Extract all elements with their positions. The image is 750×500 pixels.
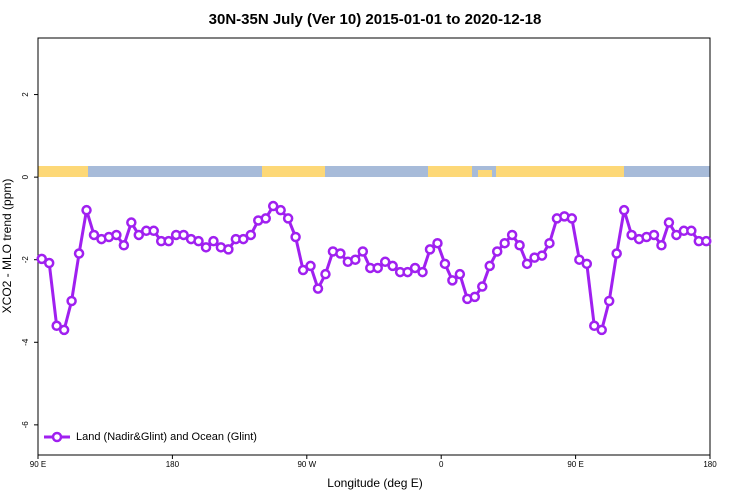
data-point xyxy=(469,291,481,303)
data-point xyxy=(477,281,488,292)
x-tick-label: 90 E xyxy=(30,460,46,469)
data-point xyxy=(312,283,324,294)
land-band xyxy=(38,166,88,177)
data-point xyxy=(506,229,518,241)
data-point xyxy=(387,260,398,272)
data-point xyxy=(603,295,615,307)
x-tick-label: 0 xyxy=(439,460,444,469)
x-tick-label: 90 W xyxy=(297,460,316,469)
data-point xyxy=(200,242,212,253)
data-point xyxy=(305,260,316,272)
data-point xyxy=(193,235,204,247)
data-point xyxy=(290,231,301,243)
y-tick-label: -6 xyxy=(21,421,30,429)
legend-label: Land (Nadir&Glint) and Ocean (Glint) xyxy=(76,431,257,443)
y-axis-label: XCO2 - MLO trend (ppm) xyxy=(0,179,14,314)
data-point xyxy=(521,258,533,270)
data-point xyxy=(297,264,309,276)
data-point xyxy=(596,324,607,336)
y-tick-label: -4 xyxy=(21,338,30,346)
data-point xyxy=(275,204,286,216)
data-point xyxy=(88,229,100,241)
chart-title: 30N-35N July (Ver 10) 2015-01-01 to 2020… xyxy=(209,11,542,28)
land-band xyxy=(262,166,325,177)
data-point xyxy=(282,213,294,224)
data-point xyxy=(208,235,219,247)
plot-frame xyxy=(37,37,711,456)
data-point xyxy=(701,235,712,247)
data-point xyxy=(357,246,369,257)
data-point xyxy=(36,253,47,265)
data-point xyxy=(350,254,361,265)
data-point xyxy=(223,244,234,255)
x-tick-label: 90 E xyxy=(567,460,583,469)
data-point xyxy=(454,268,466,280)
data-point xyxy=(238,233,249,245)
data-point xyxy=(402,266,413,278)
data-point xyxy=(267,200,279,212)
data-point xyxy=(671,229,682,241)
x-axis-label: Longitude (deg E) xyxy=(327,476,422,490)
land-band xyxy=(496,166,624,177)
data-point xyxy=(66,295,77,307)
data-point xyxy=(536,250,548,261)
y-tick-label: -2 xyxy=(21,256,30,264)
data-point xyxy=(51,320,62,332)
data-point xyxy=(178,229,189,241)
data-point xyxy=(618,204,630,216)
data-point xyxy=(648,229,660,241)
data-point xyxy=(118,240,130,251)
data-point xyxy=(663,217,675,228)
y-tick-label: 2 xyxy=(21,92,30,97)
data-point xyxy=(581,258,593,270)
data-point xyxy=(245,229,257,241)
land-ocean-strip xyxy=(38,166,710,177)
data-point xyxy=(409,262,421,274)
data-point xyxy=(148,225,159,237)
data-point xyxy=(491,246,503,257)
data-point xyxy=(417,266,428,278)
data-point xyxy=(447,275,458,286)
data-point xyxy=(544,237,555,249)
y-tick-label: 0 xyxy=(21,174,30,179)
data-point xyxy=(133,229,145,241)
x-tick-label: 180 xyxy=(166,460,180,469)
data-point xyxy=(260,213,271,224)
data-point xyxy=(58,324,70,336)
land-band xyxy=(428,166,472,177)
data-point xyxy=(499,237,510,249)
legend-marker xyxy=(51,431,63,443)
data-point xyxy=(372,262,383,274)
data-point xyxy=(111,229,122,241)
data-point xyxy=(484,260,495,272)
ocean-band xyxy=(38,166,710,177)
data-point xyxy=(126,217,137,228)
land-band xyxy=(478,170,492,177)
data-point xyxy=(611,248,622,259)
data-point xyxy=(626,229,637,241)
data-point xyxy=(320,268,331,280)
x-tick-label: 180 xyxy=(703,460,717,469)
data-point xyxy=(43,257,55,269)
data-point xyxy=(514,240,525,251)
data-point xyxy=(81,204,92,216)
data-point xyxy=(589,320,600,332)
data-point xyxy=(163,235,174,247)
data-point xyxy=(432,237,443,249)
data-point xyxy=(335,248,346,259)
data-point xyxy=(424,244,436,255)
data-point xyxy=(656,240,667,251)
data-point xyxy=(439,258,451,270)
data-point xyxy=(686,225,697,237)
data-point xyxy=(379,256,391,268)
data-point xyxy=(574,254,585,265)
data-point xyxy=(566,213,578,224)
data-point xyxy=(73,248,85,259)
